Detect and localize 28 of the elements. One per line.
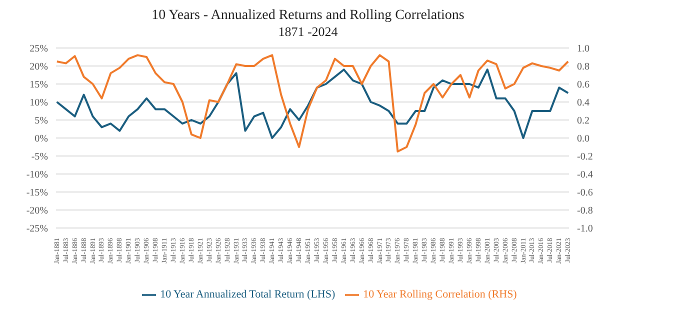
y2-tick-label: -0.4 (577, 170, 593, 181)
legend-label: 10 Year Rolling Correlation (RHS) (363, 288, 517, 301)
y-tick-label: 5% (34, 116, 48, 127)
y2-tick-label: 0.4 (577, 98, 590, 109)
y2-tick-label: 1.0 (577, 44, 590, 55)
line-series (56, 54, 569, 152)
y-tick-label: 10% (30, 98, 48, 109)
y-tick-label: -15% (26, 188, 48, 199)
y2-tick-label: 0.0 (577, 134, 590, 145)
y2-tick-label: -0.8 (577, 206, 593, 217)
line-series (56, 68, 569, 139)
y2-tick-label: -0.2 (577, 152, 593, 163)
y2-tick-label: -1.0 (577, 224, 593, 235)
y2-tick-label: 0.8 (577, 62, 590, 73)
y-tick-label: -5% (31, 152, 48, 163)
y-tick-label: 20% (30, 62, 48, 73)
chart-title: 10 Years - Annualized Returns and Rolling Correlations (150, 8, 466, 24)
y2-tick-label: 0.2 (577, 116, 590, 127)
y-tick-label: -25% (26, 224, 48, 235)
y-tick-label: -10% (26, 170, 48, 181)
y-tick-label: 15% (30, 80, 48, 91)
chart-subtitle: 1871 -2024 (277, 24, 339, 40)
y-tick-label: 25% (30, 44, 48, 55)
legend-label: 10 Year Annualized Total Return (LHS) (160, 288, 336, 301)
y-tick-label: 0% (34, 134, 48, 145)
y2-tick-label: 0.6 (577, 80, 590, 91)
y2-tick-label: -0.6 (577, 188, 593, 199)
y-tick-label: -20% (26, 206, 48, 217)
